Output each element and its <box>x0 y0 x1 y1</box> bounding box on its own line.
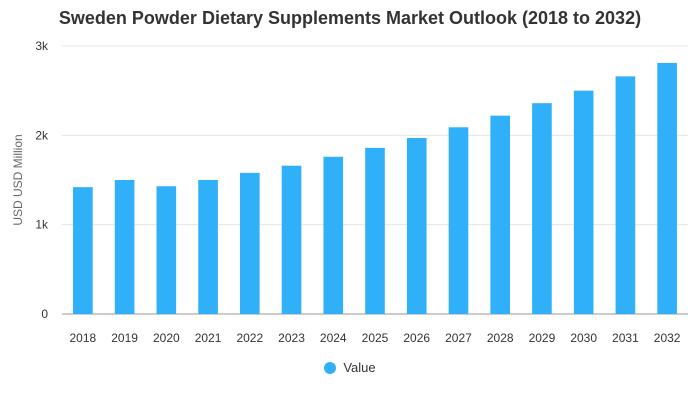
x-tick-label: 2018 <box>70 331 97 345</box>
x-tick-label: 2025 <box>362 331 389 345</box>
bar-2022[interactable] <box>239 172 260 314</box>
x-tick-label: 2032 <box>654 331 681 345</box>
chart-title: Sweden Powder Dietary Supplements Market… <box>58 8 642 28</box>
x-tick-label: 2029 <box>529 331 556 345</box>
bar-2029[interactable] <box>532 103 552 314</box>
legend[interactable]: Value <box>0 360 700 375</box>
y-tick-label: 0 <box>41 307 48 321</box>
bar-2026[interactable] <box>406 138 427 314</box>
y-axis-title: USD USD Million <box>11 134 25 225</box>
y-tick-label: 3k <box>35 39 49 53</box>
x-tick-label: 2021 <box>195 331 222 345</box>
bar-2019[interactable] <box>114 180 135 314</box>
bar-2018[interactable] <box>73 187 93 314</box>
bar-2020[interactable] <box>156 186 177 314</box>
x-tick-label: 2027 <box>445 331 472 345</box>
bar-2021[interactable] <box>198 180 218 314</box>
x-tick-label: 2028 <box>487 331 514 345</box>
bar-2027[interactable] <box>448 127 469 314</box>
x-tick-label: 2031 <box>612 331 639 345</box>
bar-2030[interactable] <box>573 90 594 315</box>
y-tick-label: 1k <box>35 218 49 232</box>
x-tick-label: 2030 <box>570 331 597 345</box>
y-tick-label: 2k <box>35 128 49 142</box>
bar-2023[interactable] <box>281 165 302 314</box>
x-tick-label: 2026 <box>403 331 430 345</box>
bar-2032[interactable] <box>657 62 677 315</box>
bar-2031[interactable] <box>615 76 636 314</box>
x-tick-label: 2020 <box>153 331 180 345</box>
x-tick-label: 2022 <box>236 331 263 345</box>
x-tick-label: 2024 <box>320 331 347 345</box>
x-tick-label: 2019 <box>111 331 138 345</box>
bar-2028[interactable] <box>490 115 511 315</box>
legend-label: Value <box>343 360 376 375</box>
bar-2025[interactable] <box>365 147 385 314</box>
bar-2024[interactable] <box>323 156 344 314</box>
legend-swatch <box>324 361 337 374</box>
x-tick-label: 2023 <box>278 331 305 345</box>
